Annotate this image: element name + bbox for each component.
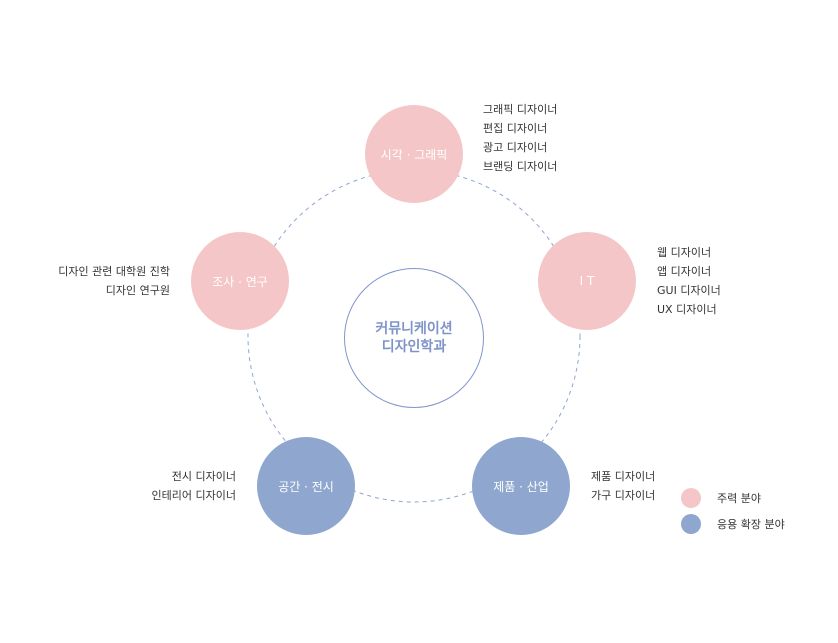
node-space-exhibition: 공간 · 전시	[257, 437, 355, 535]
job: 제품 디자이너	[591, 470, 656, 483]
node-it: I T	[538, 232, 636, 330]
jobs-product-industrial: 제품 디자이너 가구 디자이너	[591, 467, 655, 505]
job: UX 디자이너	[657, 303, 717, 316]
legend-extended: 응용 확장 분야	[681, 514, 785, 534]
center-title-line2: 디자인학과	[381, 339, 447, 355]
center-title-line1: 커뮤니케이션	[375, 321, 453, 337]
job: 웹 디자이너	[657, 246, 712, 259]
jobs-visual-graphic: 그래픽 디자이너 편집 디자이너 광고 디자이너 브랜딩 디자이너	[483, 100, 557, 176]
node-label: 제품 · 산업	[493, 479, 549, 494]
node-label: 조사 · 연구	[212, 274, 268, 289]
job: 편집 디자이너	[483, 122, 548, 135]
legend-swatch	[681, 514, 701, 534]
job: GUI 디자이너	[657, 284, 721, 297]
center-node: 커뮤니케이션 디자인학과	[344, 268, 484, 408]
node-research: 조사 · 연구	[191, 232, 289, 330]
jobs-space-exhibition: 전시 디자이너 인테리어 디자이너	[152, 467, 236, 505]
job: 전시 디자이너	[171, 470, 236, 483]
legend-label: 응용 확장 분야	[717, 518, 785, 531]
jobs-it: 웹 디자이너 앱 디자이너 GUI 디자이너 UX 디자이너	[657, 243, 721, 319]
node-visual-graphic: 시각 · 그래픽	[365, 105, 463, 203]
job: 가구 디자이너	[591, 489, 656, 502]
job: 디자인 관련 대학원 진학	[58, 265, 170, 278]
jobs-research: 디자인 관련 대학원 진학 디자인 연구원	[58, 262, 170, 300]
legend-swatch	[681, 488, 701, 508]
node-label: I T	[579, 274, 595, 288]
job: 브랜딩 디자이너	[483, 160, 558, 173]
node-label: 시각 · 그래픽	[380, 147, 448, 162]
legend-main: 주력 분야	[681, 488, 761, 508]
node-product-industrial: 제품 · 산업	[472, 437, 570, 535]
job: 광고 디자이너	[483, 141, 548, 154]
job: 디자인 연구원	[105, 284, 170, 297]
job: 앱 디자이너	[657, 265, 712, 278]
node-label: 공간 · 전시	[278, 479, 334, 494]
job: 인테리어 디자이너	[151, 489, 236, 502]
legend-label: 주력 분야	[717, 492, 761, 505]
job: 그래픽 디자이너	[483, 103, 558, 116]
